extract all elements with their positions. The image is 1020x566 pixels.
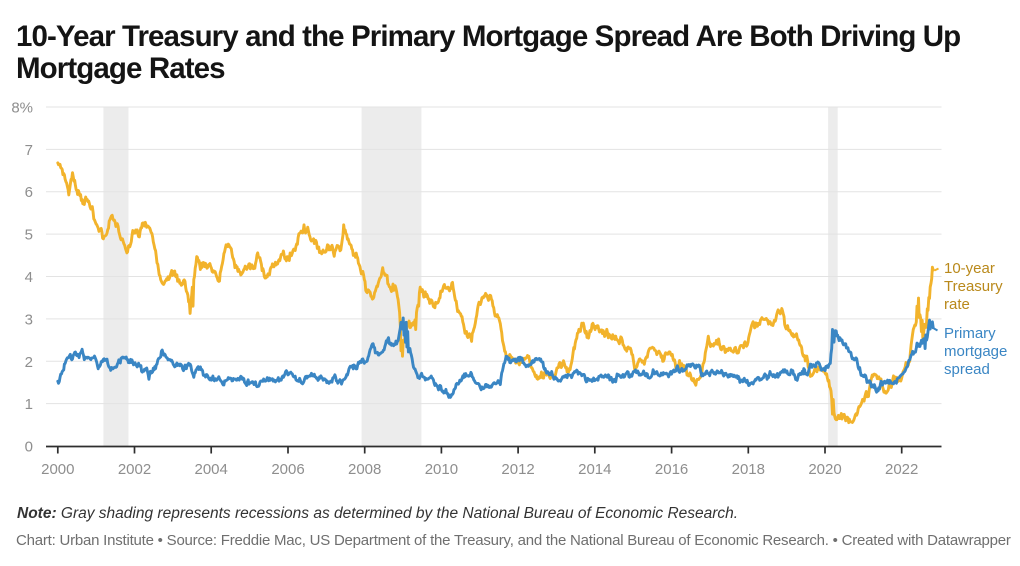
svg-text:8%: 8%	[11, 100, 33, 117]
svg-text:2012: 2012	[501, 461, 534, 478]
svg-text:2000: 2000	[41, 461, 74, 478]
svg-text:1: 1	[25, 396, 33, 413]
svg-text:2010: 2010	[425, 461, 458, 478]
svg-text:2020: 2020	[808, 461, 841, 478]
svg-text:2008: 2008	[348, 461, 381, 478]
svg-text:7: 7	[25, 142, 33, 159]
svg-text:4: 4	[25, 269, 33, 286]
svg-text:2004: 2004	[195, 461, 228, 478]
svg-text:2018: 2018	[732, 461, 765, 478]
svg-text:3: 3	[25, 311, 33, 328]
svg-text:2022: 2022	[885, 461, 918, 478]
svg-text:5: 5	[25, 227, 33, 244]
svg-text:2002: 2002	[118, 461, 151, 478]
svg-text:6: 6	[25, 184, 33, 201]
svg-text:2006: 2006	[271, 461, 304, 478]
svg-text:2: 2	[25, 354, 33, 371]
svg-text:0: 0	[25, 439, 33, 456]
svg-text:2014: 2014	[578, 461, 611, 478]
svg-text:2016: 2016	[655, 461, 688, 478]
